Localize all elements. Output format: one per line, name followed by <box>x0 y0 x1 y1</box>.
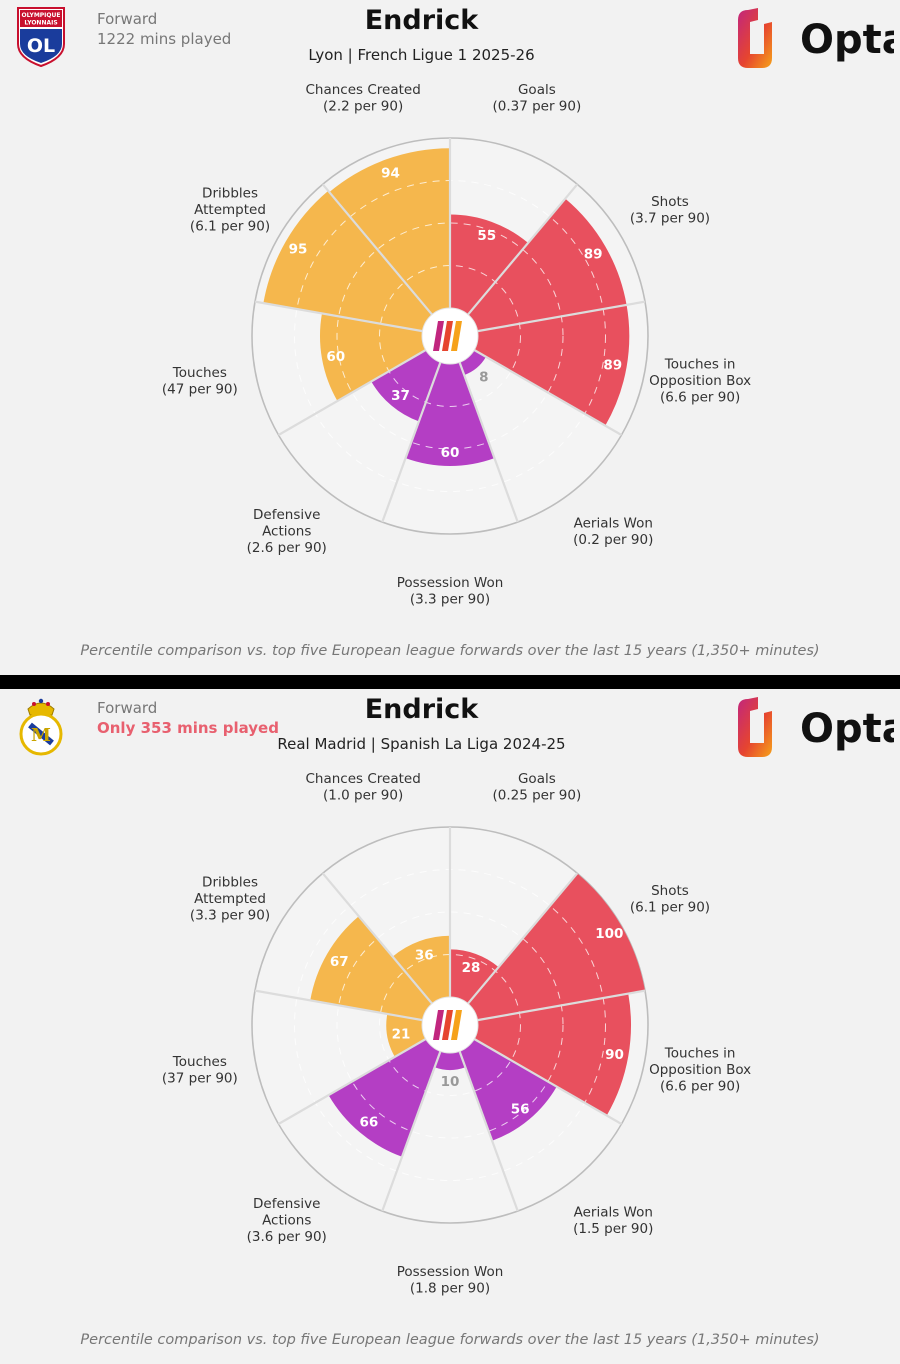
value-label: 37 <box>391 388 410 404</box>
badge-text-olympique: OLYMPIQUE <box>21 12 60 19</box>
bar-dribbles-attempted <box>310 916 433 1021</box>
category-label: Touches (47 per 90) <box>162 365 238 398</box>
chart-footnote: Percentile comparison vs. top five Europ… <box>80 1332 820 1348</box>
category-label: Aerials Won (1.5 per 90) <box>573 1204 653 1237</box>
bar-shots <box>467 198 627 332</box>
spoke-line <box>381 361 442 523</box>
polar-radar-chart-lyon: 55 Goals (0.37 per 90) 89 Shots (3.7 per 90) 8… <box>162 82 751 608</box>
team-league: Real Madrid | Spanish La Liga 2024-25 <box>277 735 566 753</box>
spoke-line <box>254 989 423 1022</box>
category-label: Possession Won (3.3 per 90) <box>397 575 504 608</box>
bar-defensive-actions <box>371 350 441 422</box>
bar-aerials-won <box>459 350 487 376</box>
value-label: 95 <box>289 241 308 257</box>
value-label: 60 <box>326 349 345 365</box>
value-label: 60 <box>441 445 460 461</box>
player-radar-panel-real-madrid: M Forward Only 353 mins played Endrick R… <box>0 689 900 1364</box>
category-label: Chances Created (1.0 per 90) <box>305 771 420 804</box>
value-label: 56 <box>511 1102 530 1118</box>
spoke-line <box>254 300 423 333</box>
value-label: 36 <box>415 947 434 963</box>
spoke-line <box>277 1038 427 1125</box>
player-position: Forward <box>97 699 158 717</box>
bar-possession-won <box>434 1051 466 1070</box>
value-label: 100 <box>595 926 623 942</box>
bar-chances-created <box>329 148 450 315</box>
category-label: Goals (0.37 per 90) <box>492 82 581 115</box>
badge-monogram: OL <box>27 35 55 57</box>
value-label: 66 <box>359 1115 378 1131</box>
bar-chances-created <box>392 935 450 1004</box>
category-label: Touches (37 per 90) <box>162 1054 238 1087</box>
bar-dribbles-attempted <box>263 190 433 332</box>
grid-ring <box>336 222 564 450</box>
opta-logo-icon: Opta <box>738 697 894 757</box>
grid-ring <box>336 911 564 1139</box>
spoke-line <box>473 349 623 436</box>
spoke-line <box>321 872 433 1005</box>
olympique-lyonnais-crest-icon: OLYMPIQUE LYONNAIS OL <box>17 7 65 68</box>
value-label: 89 <box>584 246 603 262</box>
opta-logo-text: Opta <box>800 706 894 752</box>
value-label: 21 <box>392 1027 411 1043</box>
bar-touches <box>320 313 426 401</box>
player-position: Forward <box>97 10 158 28</box>
badge-text-lyonnais: LYONNAIS <box>24 20 57 27</box>
spoke-line <box>477 989 646 1022</box>
bar-touches-in-opposition-box <box>474 993 632 1116</box>
opta-analyst-center-icon <box>433 321 462 351</box>
category-label: Touches in Opposition Box (6.6 per 90) <box>649 1046 751 1095</box>
opta-logo-text: Opta <box>800 17 894 63</box>
category-label: Defensive Actions (3.6 per 90) <box>247 1196 327 1245</box>
category-label: Goals (0.25 per 90) <box>492 771 581 804</box>
opta-logo-icon: Opta <box>738 8 894 68</box>
value-label: 10 <box>441 1074 460 1090</box>
team-league: Lyon | French Ligue 1 2025-26 <box>308 46 535 64</box>
spoke-line <box>458 1050 519 1212</box>
player-name: Endrick <box>364 5 479 36</box>
category-label: Defensive Actions (2.6 per 90) <box>247 507 327 556</box>
bar-touches-in-opposition-box <box>474 304 630 426</box>
category-label: Dribbles Attempted (3.3 per 90) <box>190 875 270 924</box>
bar-goals <box>450 949 499 1004</box>
category-label: Possession Won (1.8 per 90) <box>397 1264 504 1297</box>
value-label: 90 <box>605 1047 624 1063</box>
spoke-line <box>467 183 579 316</box>
player-name: Endrick <box>364 694 479 725</box>
polar-radar-chart-real-madrid: 28 Goals (0.25 per 90) 100 Shots (6.1 per 90)… <box>162 771 751 1297</box>
spoke-line <box>467 872 579 1005</box>
spoke-line <box>458 361 519 523</box>
bar-possession-won <box>405 362 495 466</box>
spoke-line <box>473 1038 623 1125</box>
panel-divider <box>0 675 900 689</box>
category-label: Dribbles Attempted (6.1 per 90) <box>190 186 270 235</box>
opta-analyst-center-icon <box>433 1010 462 1040</box>
spoke-line <box>277 349 427 436</box>
svg-text:M: M <box>31 725 51 746</box>
category-label: Aerials Won (0.2 per 90) <box>573 515 653 548</box>
category-label: Shots (3.7 per 90) <box>630 194 710 227</box>
bar-shots <box>467 873 645 1021</box>
spoke-line <box>381 1050 442 1212</box>
value-label: 28 <box>462 960 481 976</box>
player-radar-panel-lyon: OLYMPIQUE LYONNAIS OL Forward 1222 mins … <box>0 0 900 675</box>
bar-goals <box>450 214 529 315</box>
spoke-line <box>477 300 646 333</box>
chart-footnote: Percentile comparison vs. top five Europ… <box>80 643 820 659</box>
category-label: Touches in Opposition Box (6.6 per 90) <box>649 357 751 406</box>
value-label: 55 <box>477 228 496 244</box>
spoke-line <box>321 183 433 316</box>
value-label: 67 <box>330 954 349 970</box>
value-label: 89 <box>603 358 622 374</box>
minutes-played: 1222 mins played <box>97 30 232 48</box>
value-label: 94 <box>381 166 400 182</box>
category-label: Shots (6.1 per 90) <box>630 883 710 916</box>
minutes-played-warning: Only 353 mins played <box>97 719 279 737</box>
real-madrid-crest-icon: M <box>19 698 63 756</box>
value-label: 8 <box>479 369 488 385</box>
category-label: Chances Created (2.2 per 90) <box>305 82 420 115</box>
bar-touches <box>386 1013 426 1057</box>
